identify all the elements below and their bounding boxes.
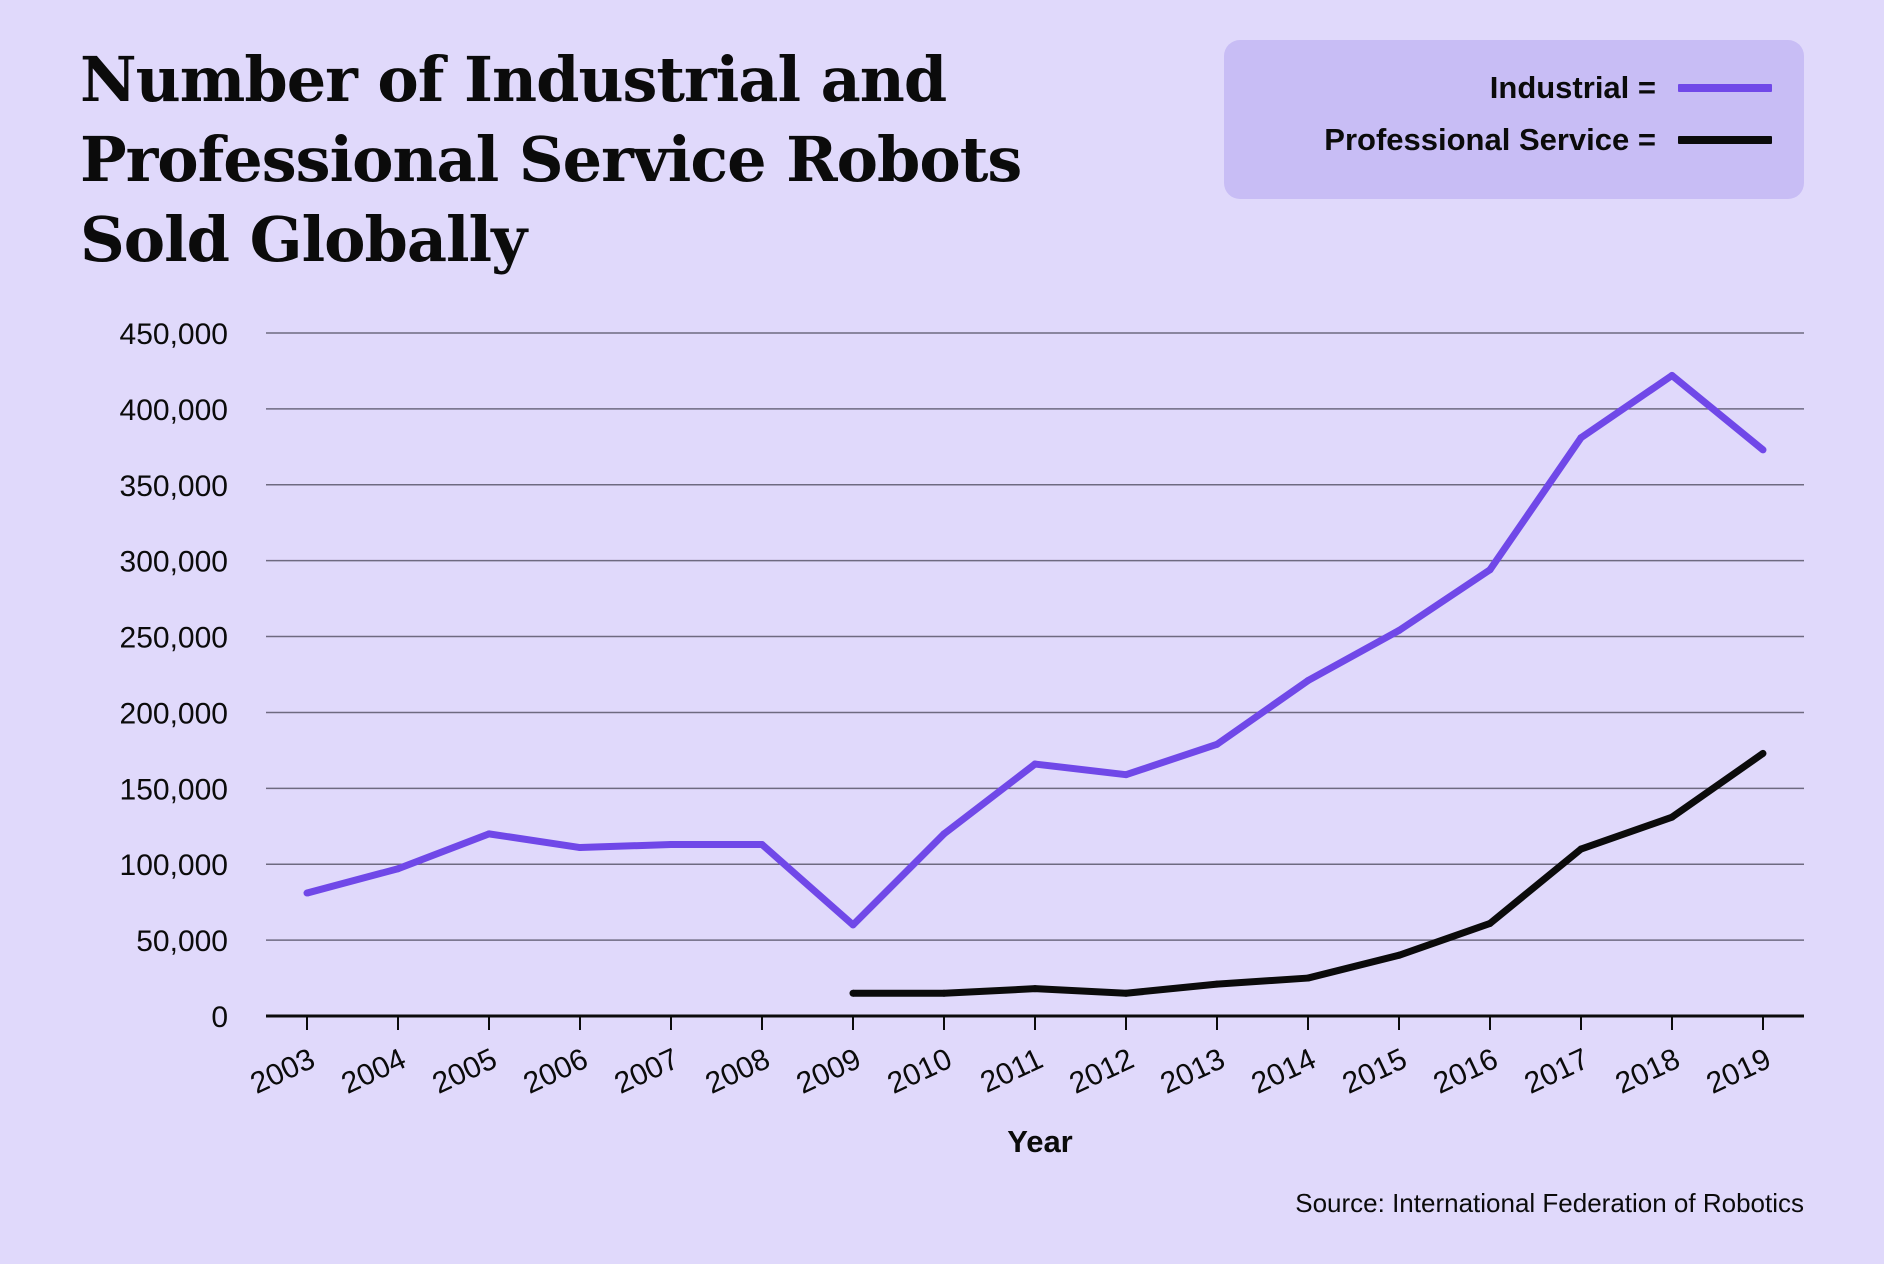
data-point-professional-service-2017 xyxy=(1577,845,1585,853)
data-point-professional-service-2010 xyxy=(940,989,948,997)
x-tick-label-2011: 2011 xyxy=(976,1042,1048,1099)
data-point-professional-service-2019 xyxy=(1759,749,1767,757)
x-tick-label-2014: 2014 xyxy=(1247,1042,1321,1100)
legend-label-industrial: Industrial = xyxy=(1489,70,1656,105)
data-point-industrial-2016 xyxy=(1486,566,1494,574)
y-axis-ticks: 0 50,000 100,000 150,000 200,000 250,000 300,0… xyxy=(120,318,228,1034)
data-point-industrial-2005 xyxy=(485,830,493,838)
data-point-professional-service-2016 xyxy=(1486,919,1494,927)
source-note: Source: International Federation of Robo… xyxy=(1295,1188,1804,1218)
data-point-professional-service-2014 xyxy=(1304,974,1312,982)
x-tick-label-2018: 2018 xyxy=(1611,1042,1685,1100)
y-tick-label-50000: 50,000 xyxy=(136,925,228,958)
legend: Industrial = Professional Service = xyxy=(1224,40,1804,199)
data-point-industrial-2011 xyxy=(1031,760,1039,768)
data-point-industrial-2012 xyxy=(1122,771,1130,779)
data-point-industrial-2014 xyxy=(1304,677,1312,685)
data-point-industrial-2018 xyxy=(1668,371,1676,379)
x-axis-ticks: 2003 2004 2005 2006 2007 2008 2009 2010 2011 2012… xyxy=(246,1016,1776,1101)
x-tick-label-2003: 2003 xyxy=(246,1042,320,1100)
series-lines xyxy=(303,371,1767,997)
data-point-industrial-2006 xyxy=(576,844,584,852)
x-tick-label-2007: 2007 xyxy=(610,1042,684,1100)
x-tick-label-2010: 2010 xyxy=(883,1042,957,1100)
data-point-professional-service-2018 xyxy=(1668,813,1676,821)
x-tick-label-2015: 2015 xyxy=(1338,1042,1412,1100)
legend-item-industrial: Industrial = xyxy=(1490,70,1772,106)
title-line-3: Sold Globally xyxy=(80,203,527,276)
data-point-professional-service-2013 xyxy=(1213,980,1221,988)
y-tick-label-150000: 150,000 xyxy=(120,773,228,806)
y-tick-label-350000: 350,000 xyxy=(120,470,228,503)
y-tick-label-250000: 250,000 xyxy=(120,622,228,655)
series-line-professional-service xyxy=(853,750,1766,997)
chart-title: Number of Industrial and Professional Se… xyxy=(80,40,1040,280)
x-tick-label-2012: 2012 xyxy=(1065,1042,1139,1100)
y-tick-label-300000: 300,000 xyxy=(120,546,228,579)
data-point-industrial-2017 xyxy=(1577,434,1585,442)
x-tick-label-2006: 2006 xyxy=(519,1042,593,1100)
x-tick-label-2009: 2009 xyxy=(792,1042,866,1100)
x-tick-label-2005: 2005 xyxy=(428,1042,502,1100)
data-point-industrial-2019 xyxy=(1759,446,1767,454)
x-tick-label-2008: 2008 xyxy=(701,1042,775,1100)
y-tick-label-200000: 200,000 xyxy=(120,697,228,730)
x-tick-label-2016: 2016 xyxy=(1429,1042,1503,1100)
y-tick-label-400000: 400,000 xyxy=(120,394,228,427)
data-point-industrial-2013 xyxy=(1213,740,1221,748)
legend-swatch-industrial xyxy=(1678,84,1772,92)
y-tick-label-0: 0 xyxy=(211,1001,228,1034)
legend-item-professional-service: Professional Service = xyxy=(1324,122,1772,158)
legend-label-professional-service: Professional Service = xyxy=(1324,122,1656,157)
legend-swatch-professional-service xyxy=(1678,136,1772,144)
data-point-industrial-2003 xyxy=(303,889,311,897)
x-tick-label-2004: 2004 xyxy=(337,1042,411,1100)
x-tick-label-2019: 2019 xyxy=(1702,1042,1776,1100)
data-point-industrial-2015 xyxy=(1395,626,1403,634)
series-line-industrial xyxy=(306,371,1766,929)
x-tick-label-2017: 2017 xyxy=(1520,1042,1594,1100)
data-point-industrial-2004 xyxy=(394,865,402,873)
x-axis-label: Year xyxy=(1007,1124,1073,1159)
data-point-industrial-2009 xyxy=(849,921,857,929)
data-point-professional-service-2012 xyxy=(1122,989,1130,997)
y-tick-label-100000: 100,000 xyxy=(120,849,228,882)
data-point-industrial-2008 xyxy=(758,840,766,848)
data-point-professional-service-2009 xyxy=(849,989,857,997)
title-line-1: Number of Industrial and xyxy=(80,43,947,116)
data-point-professional-service-2015 xyxy=(1395,951,1403,959)
gridlines xyxy=(266,332,1804,1018)
x-tick-label-2013: 2013 xyxy=(1156,1042,1230,1100)
y-tick-label-450000: 450,000 xyxy=(120,318,228,351)
data-point-industrial-2007 xyxy=(667,840,675,848)
title-line-2: Professional Service Robots xyxy=(80,123,1022,196)
data-point-industrial-2010 xyxy=(940,830,948,838)
data-point-professional-service-2011 xyxy=(1031,985,1039,993)
